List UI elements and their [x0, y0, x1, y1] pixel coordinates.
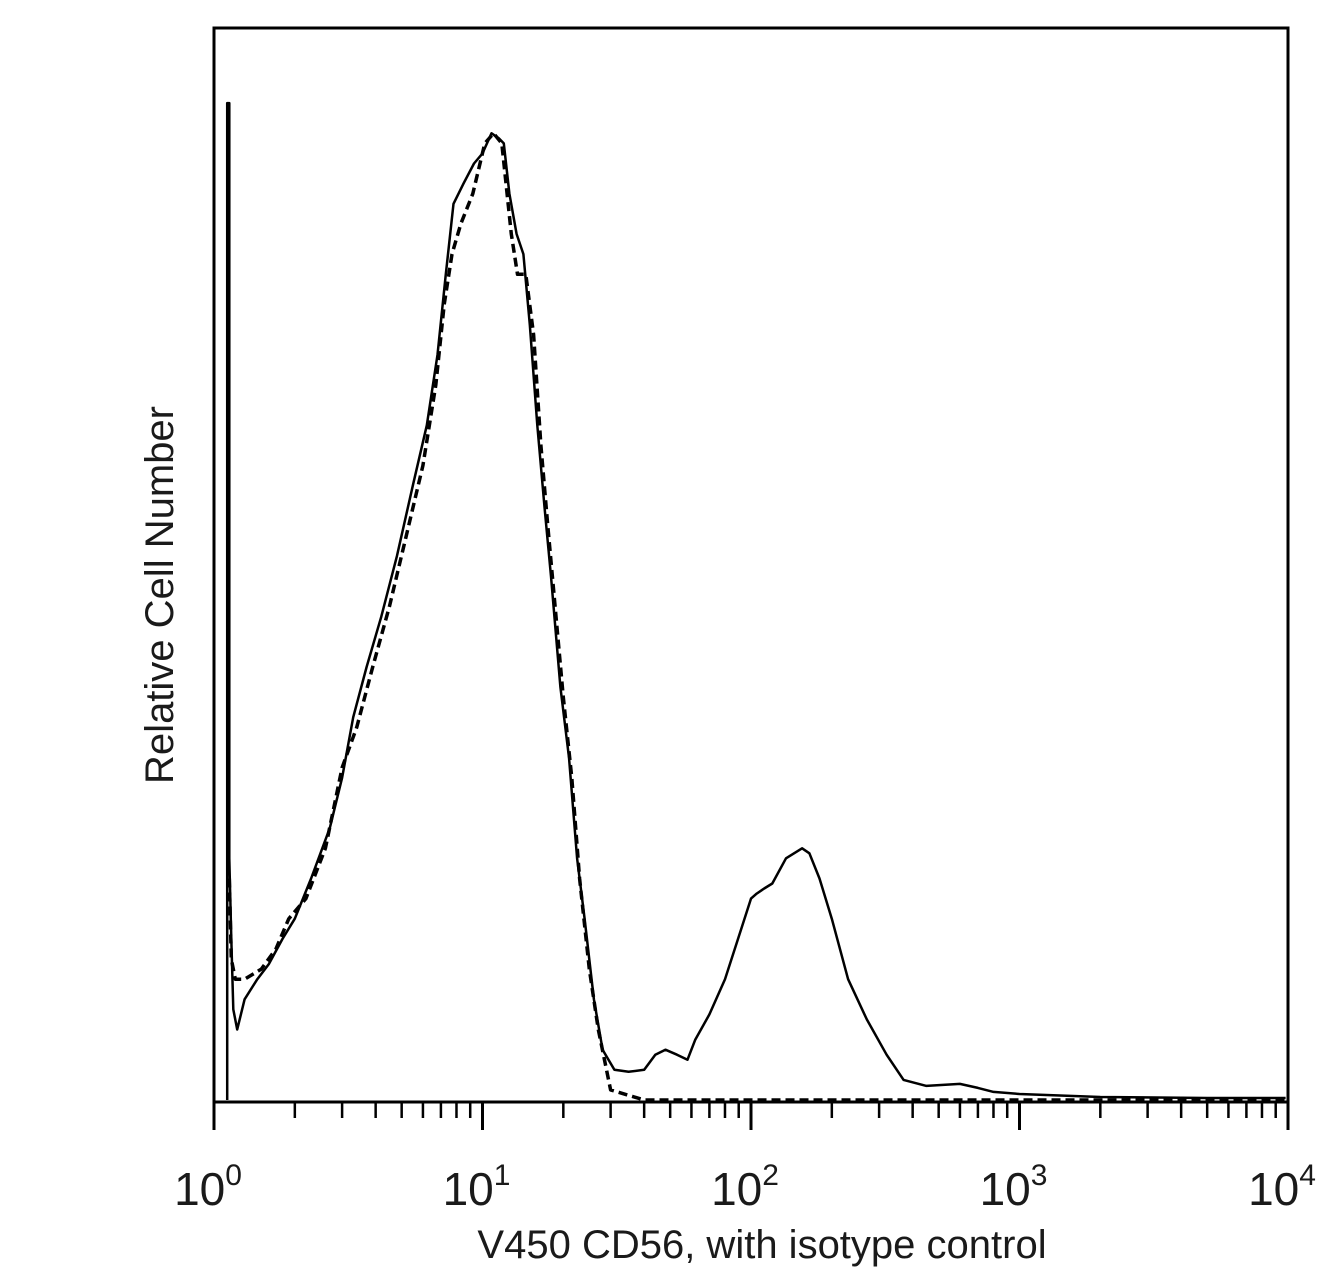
- x-minor-ticks: [293, 1102, 1277, 1118]
- x-tick-base: 10: [443, 1163, 494, 1215]
- x-tick-exponent: 1: [494, 1159, 511, 1192]
- y-axis-label: Relative Cell Number: [138, 406, 182, 784]
- x-tick-labels: 100 101 102 103 104: [174, 1159, 1316, 1215]
- x-tick-base: 10: [1248, 1163, 1299, 1215]
- x-tick-base: 10: [711, 1163, 762, 1215]
- x-tick-label: 100: [174, 1159, 242, 1215]
- x-tick-base: 10: [174, 1163, 225, 1215]
- x-axis-label: V450 CD56, with isotype control: [477, 1223, 1046, 1267]
- isotype-control-series: [227, 131, 1286, 1102]
- x-tick-label: 101: [443, 1159, 511, 1215]
- x-tick-exponent: 3: [1031, 1159, 1048, 1192]
- x-tick-label: 104: [1248, 1159, 1316, 1215]
- x-tick-base: 10: [980, 1163, 1031, 1215]
- cd56-series: [225, 101, 1286, 1100]
- x-tick-exponent: 2: [762, 1159, 779, 1192]
- x-tick-label: 103: [980, 1159, 1048, 1215]
- series-layer: [225, 101, 1286, 1102]
- x-tick-exponent: 4: [1299, 1159, 1316, 1192]
- plot-frame: [212, 26, 1290, 1104]
- x-tick-exponent: 0: [225, 1159, 242, 1192]
- x-tick-label: 102: [711, 1159, 779, 1215]
- x-major-ticks: [212, 1102, 1290, 1130]
